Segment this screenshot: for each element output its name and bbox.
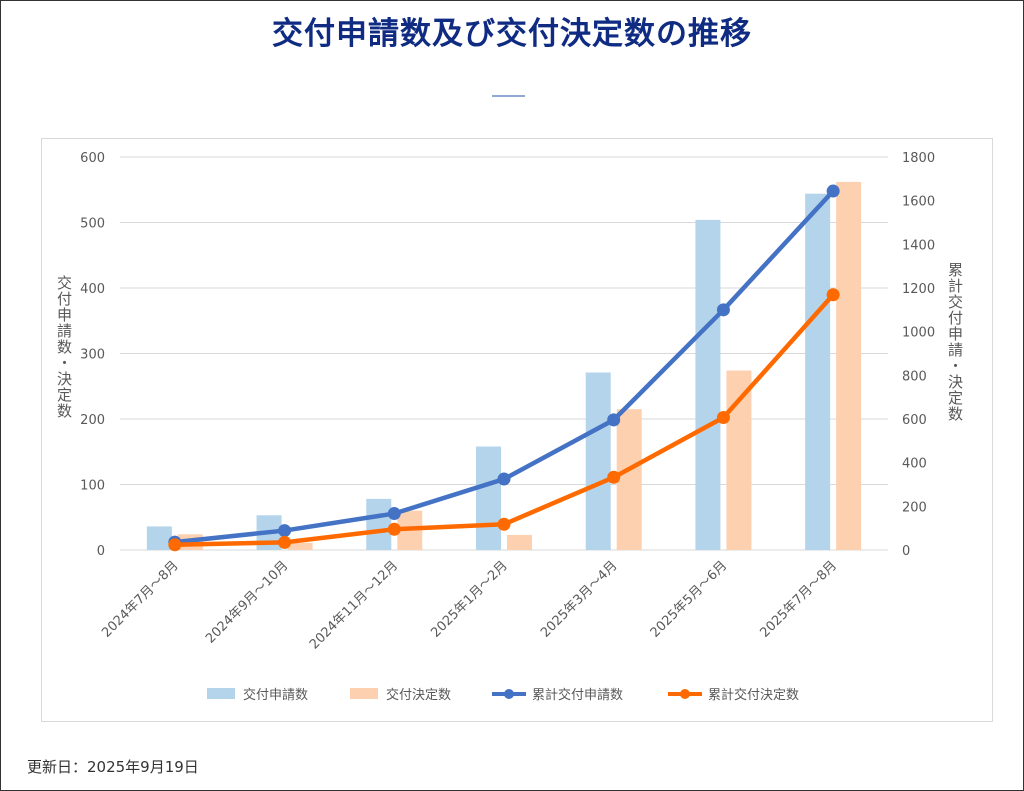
bar-applications [695,219,721,550]
y-tick-label: 0 [97,544,105,559]
y-tick-label: 400 [80,282,105,297]
y-tick-label: 600 [80,151,105,166]
bar-decisions [507,534,532,550]
bar-applications [585,372,611,550]
line-point [387,522,401,536]
x-tick-label: 2025年1月～2月 [428,558,510,640]
legend-marker [680,689,690,699]
y2-tick-label: 1600 [902,195,935,210]
x-tick-label: 2024年11月～12月 [307,558,401,652]
y2-axis-label: 累計交付申請・決定数 [946,262,964,422]
line-point [278,535,292,549]
bar-applications [805,193,831,550]
line-point [716,410,730,424]
page-title: 交付申請数及び交付決定数の推移 [272,16,752,52]
line-point [607,413,621,427]
updated-date: 更新日：2025年9月19日 [27,758,199,776]
legend-marker [504,689,514,699]
y2-tick-label: 800 [902,369,927,384]
line-point [278,524,292,538]
y2-tick-label: 0 [902,544,910,559]
y-axis-label: 交付申請数・決定数 [55,275,73,419]
y2-tick-label: 1000 [902,326,935,341]
x-tick-label: 2024年9月～10月 [203,558,291,646]
bar-decisions [836,181,862,550]
bar-applications [476,446,501,550]
bar-applications [366,498,392,550]
line-point [716,303,730,317]
y-tick-label: 200 [80,413,105,428]
legend-label: 累計交付決定数 [708,687,799,703]
chart-container [41,138,993,722]
y-tick-label: 100 [80,479,105,494]
line-point [497,517,511,531]
x-tick-label: 2024年7月～8月 [99,558,181,640]
y2-tick-label: 1200 [902,282,935,297]
line-point [826,184,840,198]
y-tick-label: 300 [80,348,105,363]
y-tick-label: 500 [80,217,105,232]
legend-swatch [350,688,378,699]
bar-decisions [287,542,313,550]
title-divider [492,95,525,97]
y2-tick-label: 1400 [902,238,935,253]
y2-tick-label: 200 [902,500,927,515]
bar-applications [146,526,172,550]
bar-decisions [616,409,642,550]
legend-label: 交付決定数 [386,687,451,703]
x-tick-label: 2025年7月～8月 [757,558,839,640]
y2-tick-label: 600 [902,413,927,428]
line-point [607,470,621,484]
y2-tick-label: 1800 [902,151,935,166]
line-point [497,472,511,486]
line-point [826,288,840,302]
x-tick-label: 2025年3月～4月 [538,558,620,640]
y2-tick-label: 400 [902,457,927,472]
x-tick-label: 2025年5月～6月 [648,558,730,640]
line-point [168,538,182,552]
legend-label: 交付申請数 [243,687,308,703]
legend-swatch [207,688,235,699]
legend-label: 累計交付申請数 [532,687,623,703]
line-point [387,507,401,521]
